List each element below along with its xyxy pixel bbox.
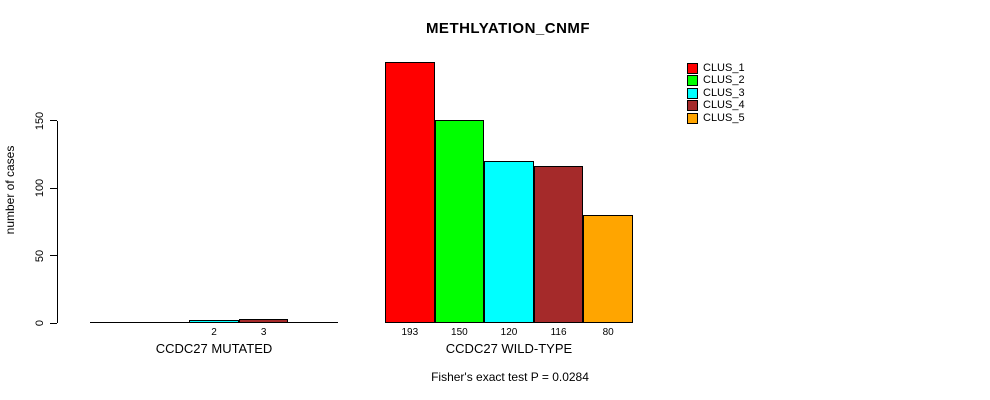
legend-swatch (687, 63, 698, 74)
y-axis-line (57, 120, 58, 323)
bar-value-label: 150 (451, 327, 468, 338)
bar-clus_3 (189, 320, 239, 323)
y-tick (50, 120, 57, 121)
bar-clus_4 (238, 319, 289, 323)
bar-clus_5 (583, 215, 633, 323)
group-label-wildtype: CCDC27 WILD-TYPE (445, 341, 573, 356)
bar-value-label: 80 (602, 327, 614, 338)
bar-value-label: 116 (550, 327, 567, 338)
chart-title: METHLYATION_CNMF (425, 20, 591, 37)
bar-clus_4 (533, 166, 584, 323)
bar-clus_3 (484, 161, 534, 323)
legend-swatch (687, 100, 698, 112)
y-tick (50, 187, 57, 189)
legend-label: CLUS_1 (703, 62, 745, 74)
bar-clus_1 (385, 62, 435, 323)
y-tick-label: 0 (34, 319, 46, 327)
group-label-mutated: CCDC27 MUTATED (155, 341, 273, 356)
legend-swatch (687, 75, 698, 87)
y-tick-label: 150 (34, 111, 46, 130)
bar-value-label: 120 (500, 327, 518, 338)
bar-value-label: 2 (211, 327, 217, 338)
y-tick (50, 255, 57, 256)
legend-label: CLUS_2 (703, 74, 745, 87)
fisher-test-footnote: Fisher's exact test P = 0.0284 (431, 370, 589, 384)
y-tick-label: 50 (34, 249, 46, 262)
legend-label: CLUS_4 (703, 99, 745, 112)
legend-label: CLUS_3 (703, 86, 745, 99)
y-axis-label: number of cases (3, 145, 17, 235)
y-tick (50, 322, 57, 324)
bar-clus_2 (434, 120, 485, 323)
legend-swatch (687, 112, 698, 124)
legend-swatch (687, 87, 698, 99)
bar-value-label: 3 (260, 327, 267, 338)
bar-value-label: 193 (401, 327, 419, 338)
y-tick-label: 100 (34, 178, 46, 198)
legend-label: CLUS_5 (703, 111, 745, 124)
